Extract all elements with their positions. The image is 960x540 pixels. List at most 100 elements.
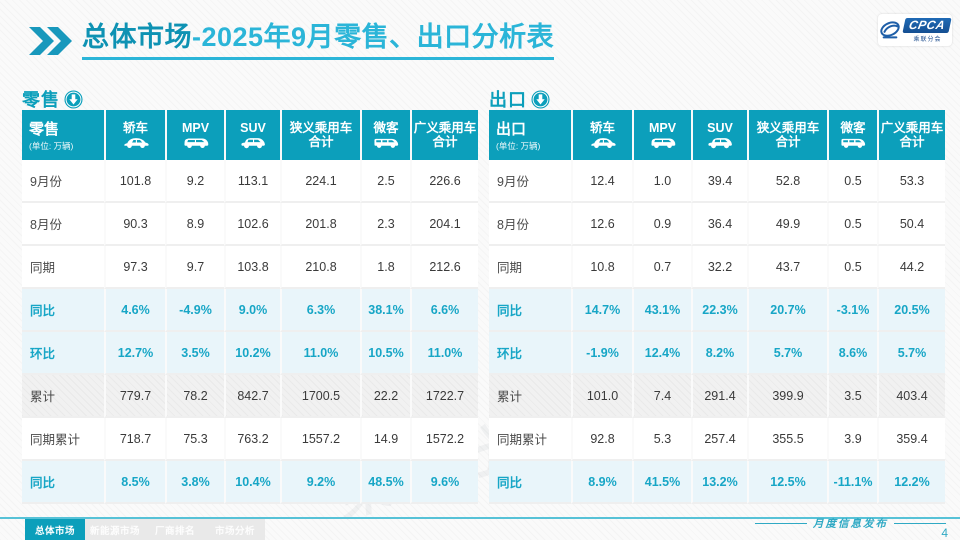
cell-value: 8.2% <box>691 332 747 375</box>
footer-tabs: 总体市场 新能源市场 厂商排名 市场分析 <box>25 519 265 540</box>
cell-value: 3.9 <box>827 418 877 461</box>
cell-value: 38.1% <box>360 289 410 332</box>
cell-value: 0.7 <box>632 246 691 289</box>
cpca-logo-subtext: 乘联分会 <box>913 36 942 43</box>
cell-value: 12.6 <box>571 203 632 246</box>
retail-table: 零售 (单位: 万辆) 轿车 MPV SUV 狭义乘用车 合计 微客 广义乘用车 合计 9月份… <box>22 110 478 504</box>
cell-value: 41.5% <box>632 461 691 504</box>
cell-value: 12.2% <box>877 461 945 504</box>
section-label-export: 出口 <box>489 86 550 112</box>
cell-value: 11.0% <box>280 332 360 375</box>
cell-value: 212.6 <box>410 246 478 289</box>
cell-value: 13.2% <box>691 461 747 504</box>
cell-value: 9.2 <box>165 160 224 203</box>
corner-title: 零售 <box>29 121 60 138</box>
row-label: 9月份 <box>489 160 571 203</box>
row-label: 同比 <box>22 461 104 504</box>
corner-header: 出口 (单位: 万辆) <box>489 110 571 160</box>
cell-value: 32.2 <box>691 246 747 289</box>
suv-icon <box>693 136 747 149</box>
cell-value: 53.3 <box>877 160 945 203</box>
cell-value: 14.7% <box>571 289 632 332</box>
row-label: 同期累计 <box>489 418 571 461</box>
cell-value: 0.5 <box>827 246 877 289</box>
cell-value: 22.2 <box>360 375 410 418</box>
down-arrow-circle-icon <box>531 89 550 109</box>
footer-tab-market-analysis[interactable]: 市场分析 <box>214 525 255 537</box>
cell-value: 399.9 <box>747 375 827 418</box>
cell-value: -1.9% <box>571 332 632 375</box>
minibus-icon <box>362 136 410 149</box>
table-row: 同比 8.9% 41.5% 13.2% 12.5% -11.1% 12.2% <box>489 461 945 504</box>
cell-value: 204.1 <box>410 203 478 246</box>
row-label: 同期累计 <box>22 418 104 461</box>
cell-value: 20.5% <box>877 289 945 332</box>
cell-value: 779.7 <box>104 375 165 418</box>
page-title: 总体市场-2025年9月零售、出口分析表 <box>82 22 555 61</box>
cell-value: 10.4% <box>224 461 280 504</box>
row-label: 同期 <box>489 246 571 289</box>
table-row: 同期累计 92.8 5.3 257.4 355.5 3.9 359.4 <box>489 418 945 461</box>
cell-value: 1700.5 <box>280 375 360 418</box>
table-row: 同比 4.6% -4.9% 9.0% 6.3% 38.1% 6.6% <box>22 289 478 332</box>
cell-value: 718.7 <box>104 418 165 461</box>
unit-label: (单位: 万辆) <box>29 141 74 151</box>
footer-divider <box>0 517 960 519</box>
down-arrow-circle-icon <box>64 89 83 109</box>
row-label: 累计 <box>489 375 571 418</box>
unit-label: (单位: 万辆) <box>496 141 541 151</box>
footer-note-text: 月度信息发布 <box>813 519 888 530</box>
column-header: MPV <box>165 110 224 160</box>
column-header: 微客 <box>360 110 410 160</box>
cell-value: 8.9 <box>165 203 224 246</box>
cell-value: 4.6% <box>104 289 165 332</box>
cell-value: 10.8 <box>571 246 632 289</box>
corner-title: 出口 <box>496 121 527 138</box>
column-header: 狭义乘用车 合计 <box>280 110 360 160</box>
mpv-icon <box>634 136 691 149</box>
cell-value: 3.5% <box>165 332 224 375</box>
cell-value: -4.9% <box>165 289 224 332</box>
cell-value: 1557.2 <box>280 418 360 461</box>
cell-value: 6.6% <box>410 289 478 332</box>
table-row: 累计 779.7 78.2 842.7 1700.5 22.2 1722.7 <box>22 375 478 418</box>
cell-value: 5.7% <box>877 332 945 375</box>
cell-value: 43.7 <box>747 246 827 289</box>
section-label-retail: 零售 <box>22 86 83 112</box>
column-header: 微客 <box>827 110 877 160</box>
cell-value: 403.4 <box>877 375 945 418</box>
footer-tab-overall-market[interactable]: 总体市场 <box>25 519 85 540</box>
minibus-icon <box>829 136 877 149</box>
table-row: 同比 14.7% 43.1% 22.3% 20.7% -3.1% 20.5% <box>489 289 945 332</box>
cpca-logo-text: CPCA <box>902 17 953 33</box>
cell-value: 10.2% <box>224 332 280 375</box>
cell-value: 44.2 <box>877 246 945 289</box>
sedan-icon <box>106 136 165 149</box>
cell-value: 92.8 <box>571 418 632 461</box>
table-row: 同期累计 718.7 75.3 763.2 1557.2 14.9 1572.2 <box>22 418 478 461</box>
suv-icon <box>226 136 280 149</box>
row-label: 8月份 <box>22 203 104 246</box>
row-label: 环比 <box>22 332 104 375</box>
cell-value: 8.9% <box>571 461 632 504</box>
corner-header: 零售 (单位: 万辆) <box>22 110 104 160</box>
section-label-text: 出口 <box>489 90 527 110</box>
cell-value: 52.8 <box>747 160 827 203</box>
cell-value: 12.4% <box>632 332 691 375</box>
cell-value: 1.8 <box>360 246 410 289</box>
cell-value: 224.1 <box>280 160 360 203</box>
cell-value: 291.4 <box>691 375 747 418</box>
footer-tab-nev-market[interactable]: 新能源市场 <box>89 525 140 537</box>
cell-value: 3.8% <box>165 461 224 504</box>
cell-value: 12.4 <box>571 160 632 203</box>
cell-value: -3.1% <box>827 289 877 332</box>
footer-note: 月度信息发布 <box>755 516 946 531</box>
column-header: SUV <box>691 110 747 160</box>
sedan-icon <box>573 136 632 149</box>
row-label: 8月份 <box>489 203 571 246</box>
cell-value: 210.8 <box>280 246 360 289</box>
cell-value: 36.4 <box>691 203 747 246</box>
footer-tab-oem-ranking[interactable]: 厂商排名 <box>154 525 195 537</box>
cell-value: 2.3 <box>360 203 410 246</box>
cell-value: 1.0 <box>632 160 691 203</box>
